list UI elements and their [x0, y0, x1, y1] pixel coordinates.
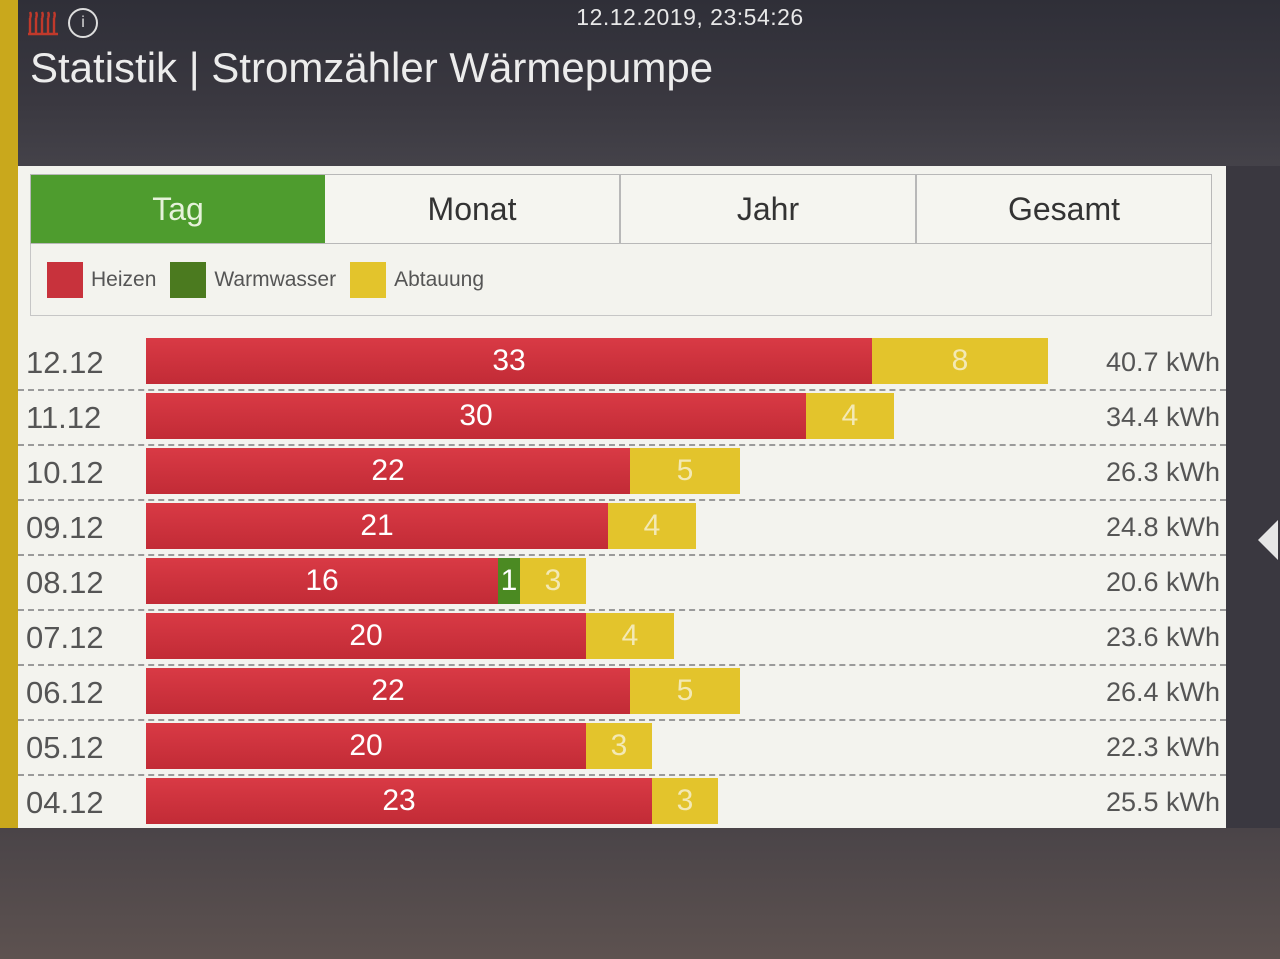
row-total: 22.3 kWh — [1105, 732, 1220, 762]
row-total: 40.7 kWh — [1105, 347, 1220, 377]
bar-segment-heizen: 30 — [146, 393, 806, 439]
row-total: 23.6 kWh — [1105, 622, 1220, 652]
table-row: 10.12 22 5 26.3 kWh — [18, 446, 1226, 501]
statistics-panel: Tag Monat Jahr Gesamt Heizen Warmwasser … — [18, 166, 1226, 828]
row-date: 06.12 — [26, 675, 104, 710]
legend-item-warmwasser: Warmwasser — [170, 261, 337, 298]
row-date: 10.12 — [26, 455, 104, 490]
legend-label-warmwasser: Warmwasser — [214, 267, 337, 291]
stacked-bar: 20 3 — [146, 723, 652, 769]
bar-segment-heizen: 16 — [146, 558, 498, 604]
table-row: 07.12 20 4 23.6 kWh — [18, 611, 1226, 666]
legend-item-heizen: Heizen — [47, 261, 157, 298]
device-bezel — [0, 828, 1280, 959]
stacked-bar: 22 5 — [146, 448, 740, 494]
legend: Heizen Warmwasser Abtauung — [30, 244, 1212, 316]
table-row: 04.12 23 3 25.5 kWh — [18, 776, 1226, 828]
row-date: 04.12 — [26, 785, 104, 820]
legend-swatch-abtauung — [350, 261, 387, 298]
bar-segment-heizen: 23 — [146, 778, 652, 824]
tab-monat[interactable]: Monat — [325, 175, 621, 243]
bar-segment-abtauung: 3 — [652, 778, 718, 824]
tab-tag[interactable]: Tag — [31, 175, 325, 243]
stacked-bar: 16 1 3 — [146, 558, 586, 604]
row-date: 09.12 — [26, 510, 104, 545]
datetime-display: 12.12.2019, 23:54:26 — [576, 4, 804, 30]
right-edge — [1226, 166, 1280, 828]
stacked-bar: 20 4 — [146, 613, 674, 659]
legend-label-heizen: Heizen — [91, 267, 157, 291]
bar-segment-abtauung: 4 — [806, 393, 894, 439]
legend-swatch-heizen — [47, 261, 83, 298]
bar-segment-heizen: 22 — [146, 448, 630, 494]
row-total: 26.3 kWh — [1105, 457, 1220, 487]
bar-segment-abtauung: 5 — [630, 668, 740, 714]
bar-segment-warmwasser: 1 — [498, 558, 520, 604]
heater-icon[interactable] — [26, 10, 60, 38]
row-total: 24.8 kWh — [1105, 512, 1220, 542]
stacked-bar: 30 4 — [146, 393, 894, 439]
row-date: 08.12 — [26, 565, 104, 600]
row-date: 11.12 — [26, 400, 102, 435]
row-date: 05.12 — [26, 730, 104, 765]
page-title: Statistik | Stromzähler Wärmepumpe — [30, 44, 714, 91]
left-side-bar — [0, 170, 18, 830]
bar-segment-heizen: 20 — [146, 723, 586, 769]
table-row: 09.12 21 4 24.8 kWh — [18, 501, 1226, 556]
row-total: 25.5 kWh — [1105, 787, 1220, 817]
table-row: 06.12 22 5 26.4 kWh — [18, 666, 1226, 721]
info-icon[interactable]: i — [68, 8, 98, 38]
row-total: 26.4 kWh — [1105, 677, 1220, 707]
table-row: 08.12 16 1 3 20.6 kWh — [18, 556, 1226, 611]
daily-consumption-list: 12.12 33 8 40.7 kWh 11.12 30 4 34.4 kWh … — [18, 336, 1226, 828]
bar-segment-abtauung: 8 — [872, 338, 1048, 384]
legend-label-abtauung: Abtauung — [394, 267, 485, 291]
stacked-bar: 21 4 — [146, 503, 696, 549]
stacked-bar: 22 5 — [146, 668, 740, 714]
left-accent-bar — [0, 0, 18, 170]
table-row: 12.12 33 8 40.7 kWh — [18, 336, 1226, 391]
row-date: 07.12 — [26, 620, 104, 655]
bar-segment-abtauung: 5 — [630, 448, 740, 494]
header-area — [0, 0, 1280, 170]
bar-segment-heizen: 20 — [146, 613, 586, 659]
stacked-bar: 23 3 — [146, 778, 718, 824]
stacked-bar: 33 8 — [146, 338, 1048, 384]
legend-item-abtauung: Abtauung — [350, 261, 485, 298]
tab-jahr[interactable]: Jahr — [621, 175, 917, 243]
bar-segment-abtauung: 4 — [586, 613, 674, 659]
bar-segment-heizen: 21 — [146, 503, 608, 549]
tab-gesamt[interactable]: Gesamt — [1007, 190, 1121, 227]
period-tabs: Tag Monat Jahr Gesamt — [30, 174, 1212, 244]
legend-swatch-warmwasser — [170, 261, 207, 298]
bar-segment-abtauung: 3 — [520, 558, 586, 604]
chevron-left-icon[interactable] — [1258, 520, 1278, 560]
row-total: 20.6 kWh — [1105, 567, 1220, 597]
bar-segment-heizen: 33 — [146, 338, 872, 384]
table-row: 05.12 20 3 22.3 kWh — [18, 721, 1226, 776]
row-date: 12.12 — [26, 345, 104, 380]
bar-segment-abtauung: 3 — [586, 723, 652, 769]
row-total: 34.4 kWh — [1105, 402, 1220, 432]
table-row: 11.12 30 4 34.4 kWh — [18, 391, 1226, 446]
bar-segment-heizen: 22 — [146, 668, 630, 714]
bar-segment-abtauung: 4 — [608, 503, 696, 549]
